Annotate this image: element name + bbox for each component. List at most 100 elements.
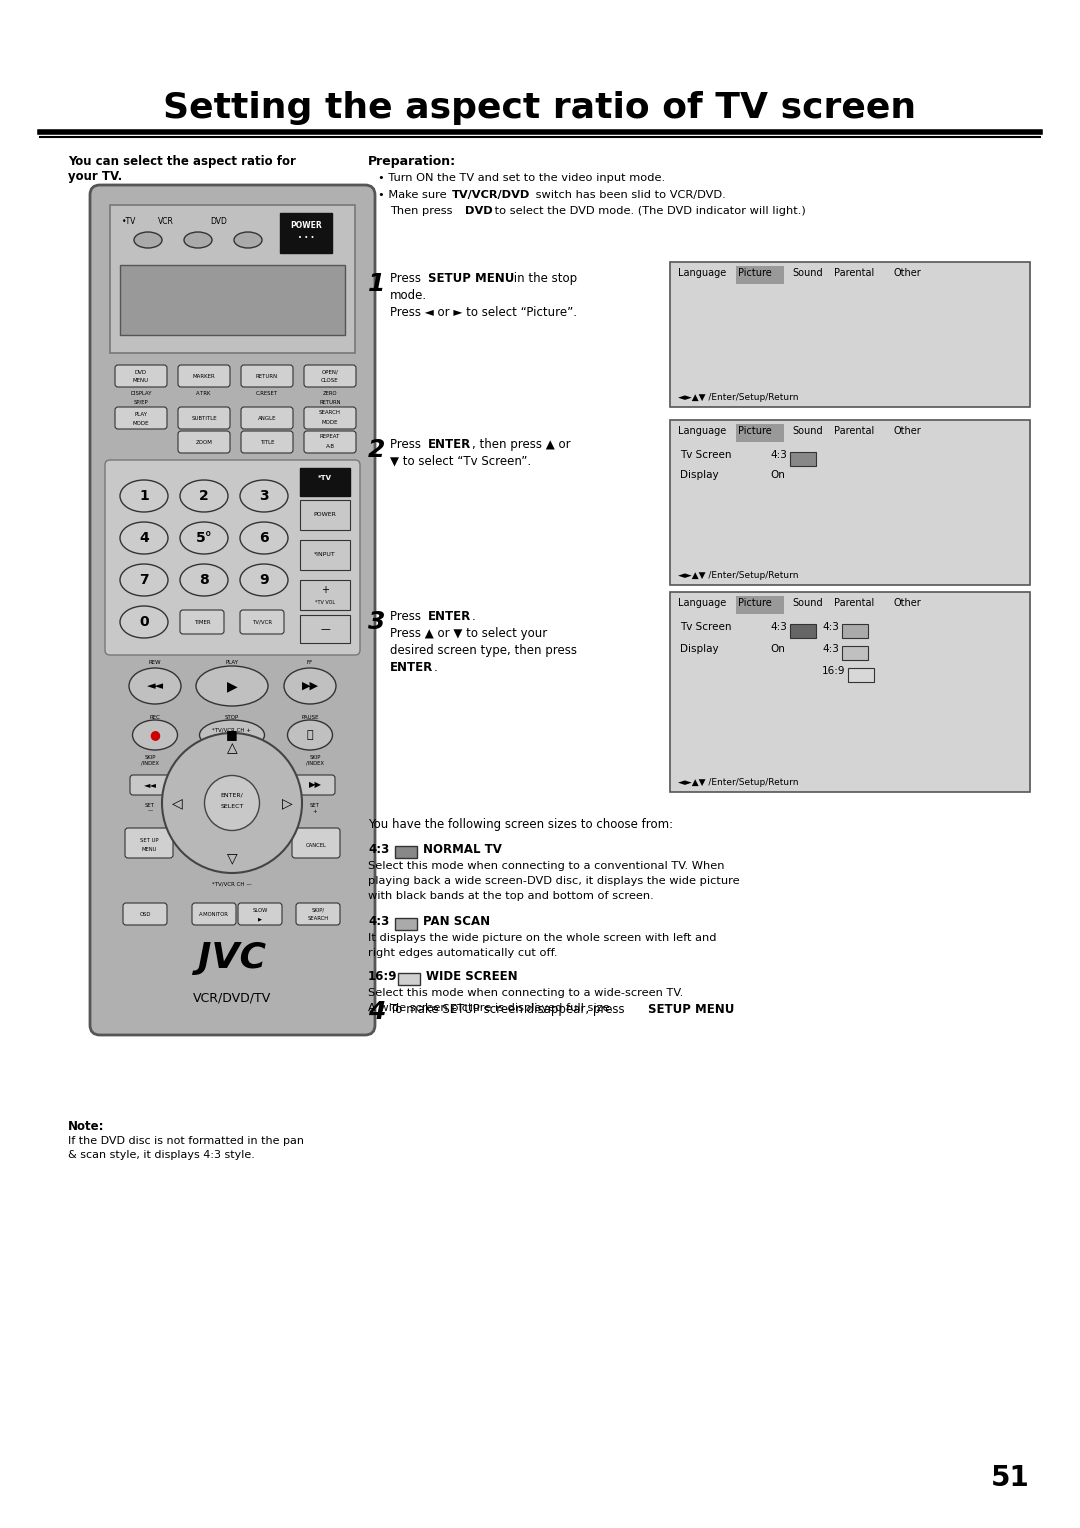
Text: ▶: ▶ [258,917,262,921]
Bar [735,266,784,284]
Bar [789,452,816,466]
Text: If the DVD disc is not formatted in the pan: If the DVD disc is not formatted in the … [68,1135,303,1146]
Bar [110,205,355,353]
Text: .: . [472,610,476,623]
Text: CANCEL: CANCEL [306,843,326,848]
Text: RETURN: RETURN [256,373,279,379]
Text: SEARCH: SEARCH [308,917,328,921]
Ellipse shape [180,564,228,596]
Text: 8: 8 [199,573,208,587]
Text: VCR: VCR [158,217,174,226]
Text: 9: 9 [259,573,269,587]
Text: SP/EP: SP/EP [134,399,148,403]
Text: playing back a wide screen-DVD disc, it displays the wide picture: playing back a wide screen-DVD disc, it … [368,876,740,886]
Bar [300,500,350,530]
Text: SET
—: SET — [145,804,154,814]
Text: ENTER: ENTER [428,439,471,451]
Text: , then press ▲ or: , then press ▲ or [472,439,570,451]
Text: ●: ● [149,729,161,741]
Text: SEARCH: SEARCH [319,411,341,416]
Text: *TV/VCR CH +: *TV/VCR CH + [213,727,252,733]
Bar [300,539,350,570]
Bar [842,623,868,639]
FancyBboxPatch shape [178,365,230,387]
Text: REW: REW [149,660,161,665]
Text: Picture: Picture [738,597,772,608]
Text: PLAY: PLAY [226,660,239,665]
Ellipse shape [200,720,265,750]
Ellipse shape [120,607,168,639]
Text: .: . [434,662,437,674]
Text: ▶: ▶ [227,678,238,694]
Text: SET
+: SET + [310,804,320,814]
FancyBboxPatch shape [238,903,282,924]
Text: 0: 0 [139,614,149,630]
Text: SKIP
/INDEX: SKIP /INDEX [141,755,159,766]
Ellipse shape [134,232,162,248]
Text: △: △ [227,741,238,755]
Bar [280,212,332,254]
Text: RETURN: RETURN [320,400,341,405]
Ellipse shape [240,523,288,555]
Text: It displays the wide picture on the whole screen with left and: It displays the wide picture on the whol… [368,934,716,943]
Bar [399,973,420,986]
Text: Sound: Sound [792,267,823,278]
Text: On: On [770,471,785,480]
Text: SKIP/: SKIP/ [311,908,325,912]
Text: 5°: 5° [195,532,213,545]
Bar [670,261,1030,406]
Text: Parental: Parental [834,597,874,608]
Bar [300,468,350,497]
Text: Parental: Parental [834,267,874,278]
Text: DVD: DVD [135,370,147,374]
Text: ◄►▲▼ /Enter/Setup/Return: ◄►▲▼ /Enter/Setup/Return [678,778,798,787]
Text: ▽: ▽ [227,851,238,865]
Text: PAUSE: PAUSE [301,715,319,720]
Text: ◄◄: ◄◄ [144,781,157,790]
Text: Picture: Picture [738,267,772,278]
FancyBboxPatch shape [241,431,293,452]
Text: PAN SCAN: PAN SCAN [423,915,490,927]
FancyBboxPatch shape [90,185,375,1034]
Text: 16:9: 16:9 [368,970,397,983]
Text: 4:3: 4:3 [822,622,839,633]
FancyBboxPatch shape [303,365,356,387]
Ellipse shape [240,480,288,512]
Text: 16:9: 16:9 [822,666,846,675]
Text: POWER: POWER [313,512,337,518]
Ellipse shape [162,733,302,872]
Text: mode.: mode. [390,289,427,303]
Text: ENTER/: ENTER/ [220,793,243,798]
Text: Preparation:: Preparation: [368,154,456,168]
Text: To make SETUP screen disappear, press: To make SETUP screen disappear, press [390,1002,629,1016]
Text: ◁: ◁ [172,796,183,810]
Text: Select this mode when connecting to a conventional TV. When: Select this mode when connecting to a co… [368,860,725,871]
Text: DVD: DVD [210,217,227,226]
Text: to select the DVD mode. (The DVD indicator will light.): to select the DVD mode. (The DVD indicat… [491,206,806,215]
Text: 3: 3 [368,610,386,634]
Text: A.MONITOR: A.MONITOR [199,912,229,917]
FancyBboxPatch shape [241,365,293,387]
Text: 1: 1 [368,272,386,296]
Text: ⏸: ⏸ [307,730,313,740]
Text: OSD: OSD [139,912,151,917]
Text: MARKER: MARKER [192,373,215,379]
Text: ◄◄: ◄◄ [147,681,163,691]
Text: with black bands at the top and bottom of screen.: with black bands at the top and bottom o… [368,891,653,902]
Text: *INPUT: *INPUT [314,553,336,558]
FancyBboxPatch shape [292,828,340,859]
Text: SETUP MENU: SETUP MENU [648,1002,734,1016]
Text: OPEN/: OPEN/ [322,370,338,374]
Ellipse shape [287,720,333,750]
Ellipse shape [195,666,268,706]
Bar [670,591,1030,792]
Text: ■: ■ [226,729,238,741]
Text: MODE: MODE [322,420,338,425]
Ellipse shape [284,668,336,704]
Text: ▶▶: ▶▶ [309,781,322,790]
Text: JVC: JVC [198,941,266,975]
Text: ▶▶: ▶▶ [301,681,319,691]
Text: CLOSE: CLOSE [321,379,339,384]
Text: 4:3: 4:3 [822,643,839,654]
Text: Language: Language [678,426,726,435]
